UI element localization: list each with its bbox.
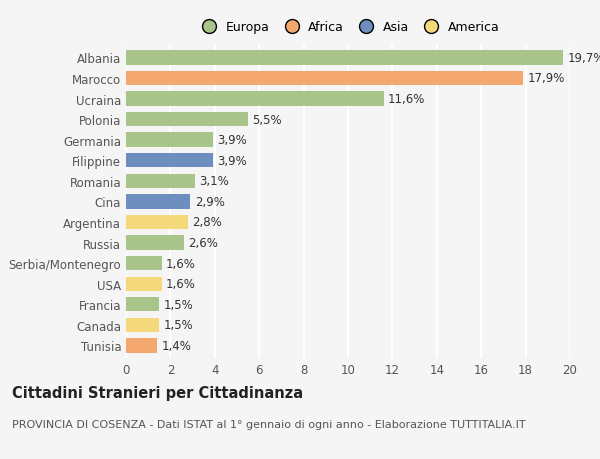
Text: PROVINCIA DI COSENZA - Dati ISTAT al 1° gennaio di ogni anno - Elaborazione TUTT: PROVINCIA DI COSENZA - Dati ISTAT al 1° … [12,419,526,429]
Bar [126,92,383,106]
Bar [126,318,160,332]
Bar [126,72,523,86]
Bar [126,339,157,353]
Text: 1,5%: 1,5% [164,319,193,332]
Text: Cittadini Stranieri per Cittadinanza: Cittadini Stranieri per Cittadinanza [12,385,303,400]
Text: 2,9%: 2,9% [195,196,224,208]
Text: 5,5%: 5,5% [253,113,282,126]
Text: 1,4%: 1,4% [161,339,191,352]
Bar [126,297,160,312]
Text: 1,6%: 1,6% [166,257,196,270]
Bar [126,257,161,271]
Text: 1,5%: 1,5% [164,298,193,311]
Bar [126,154,212,168]
Text: 3,1%: 3,1% [199,175,229,188]
Bar [126,195,190,209]
Text: 1,6%: 1,6% [166,278,196,291]
Bar [126,174,195,189]
Text: 2,6%: 2,6% [188,236,218,250]
Bar [126,236,184,250]
Bar [126,133,212,147]
Bar [126,215,188,230]
Legend: Europa, Africa, Asia, America: Europa, Africa, Asia, America [194,18,502,37]
Bar [126,51,563,65]
Bar [126,112,248,127]
Text: 3,9%: 3,9% [217,134,247,147]
Text: 19,7%: 19,7% [568,52,600,65]
Bar [126,277,161,291]
Text: 17,9%: 17,9% [528,72,565,85]
Text: 11,6%: 11,6% [388,93,425,106]
Text: 2,8%: 2,8% [193,216,223,229]
Text: 3,9%: 3,9% [217,154,247,168]
